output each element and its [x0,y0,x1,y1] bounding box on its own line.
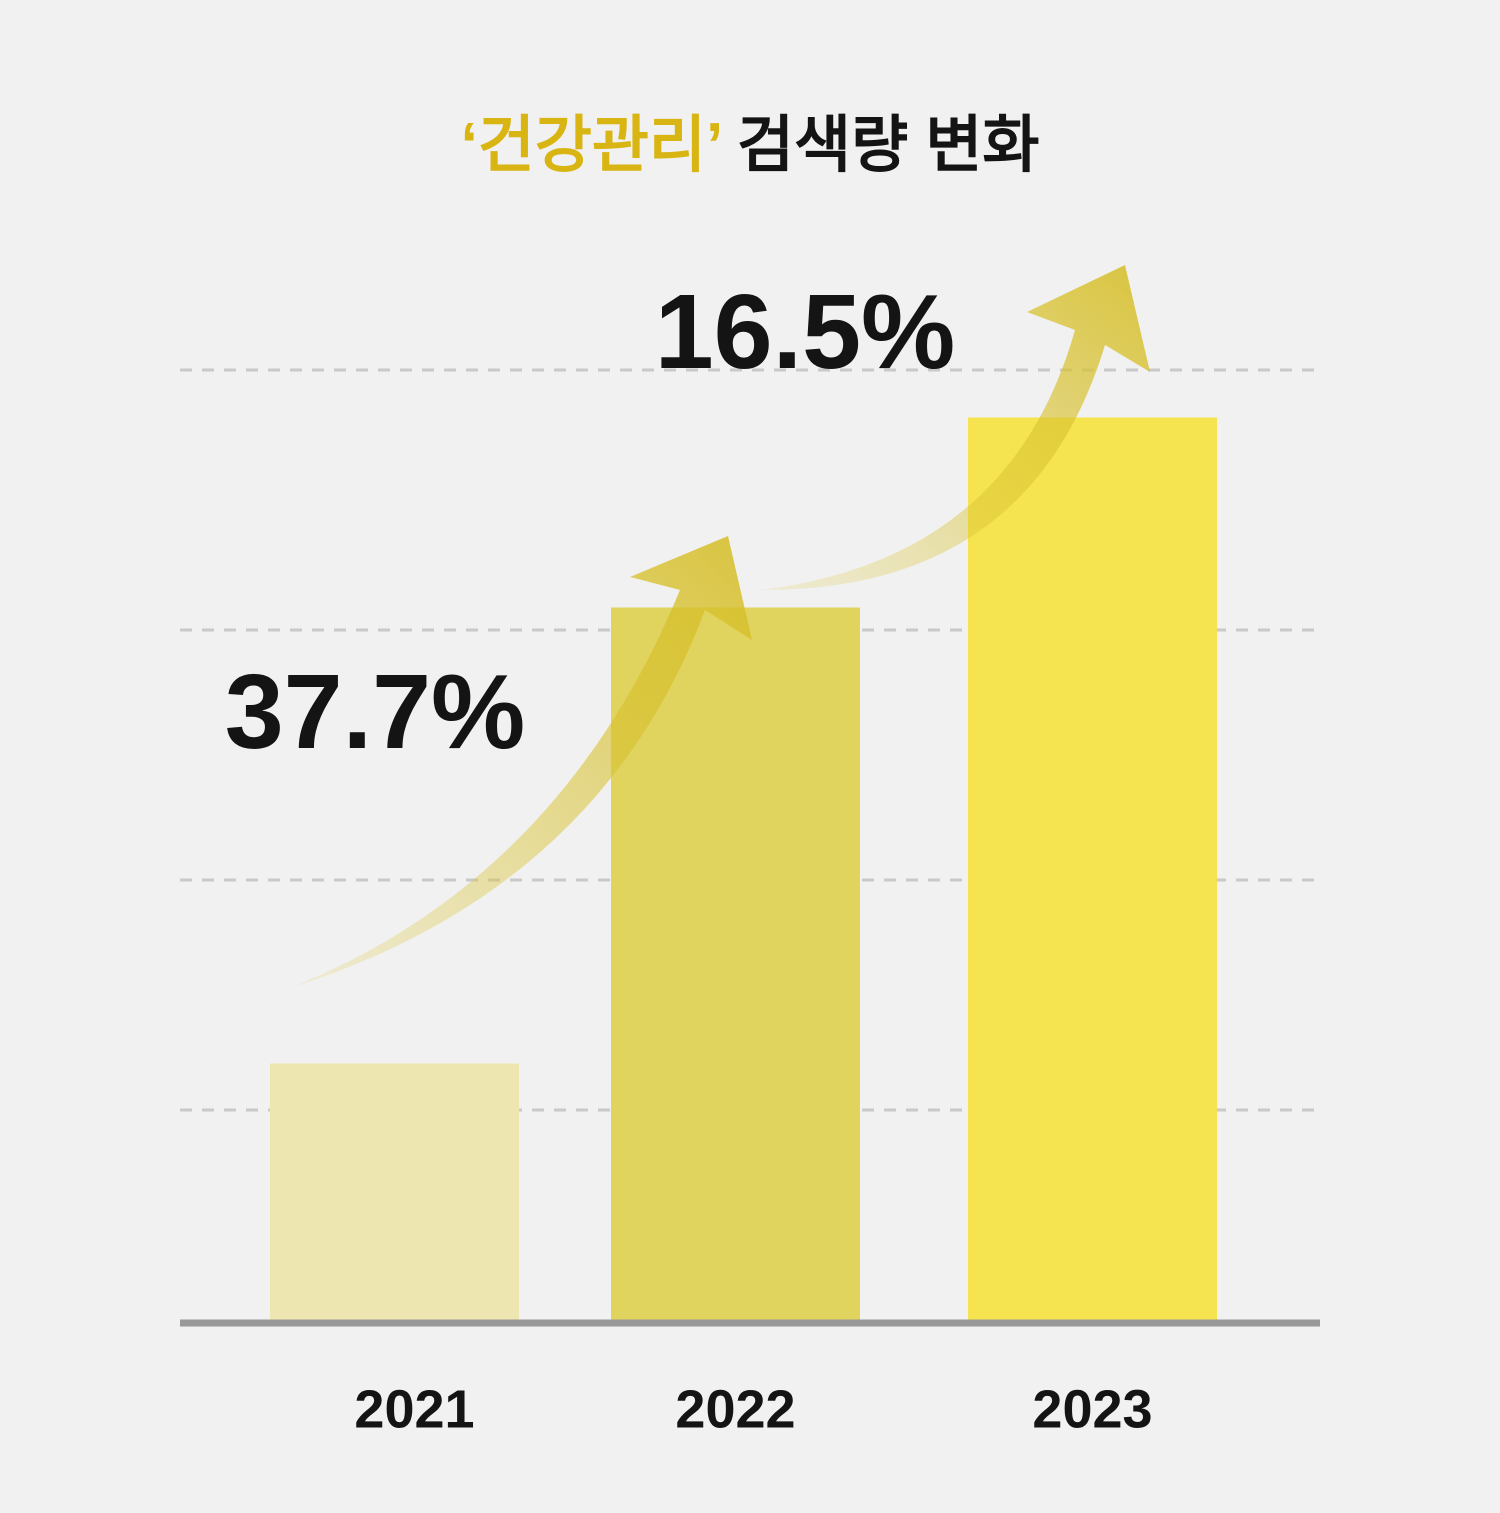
bar [968,417,1217,1320]
growth-arrow [290,536,752,988]
chart-title: ‘건강관리’ 검색량 변화 [461,111,1040,180]
growth-arrow [760,265,1150,591]
bars [270,417,1217,1320]
annotation: 16.5% [655,273,956,391]
x-tick-label: 2022 [675,1379,795,1439]
annotation: 37.7% [225,653,526,771]
bar [270,1063,519,1320]
title-highlight: ‘건강관리’ [461,111,722,180]
x-tick-label: 2021 [354,1379,474,1439]
x-tick-label: 2023 [1032,1379,1152,1439]
title-rest: 검색량 변화 [737,111,1039,180]
bar [611,607,860,1320]
